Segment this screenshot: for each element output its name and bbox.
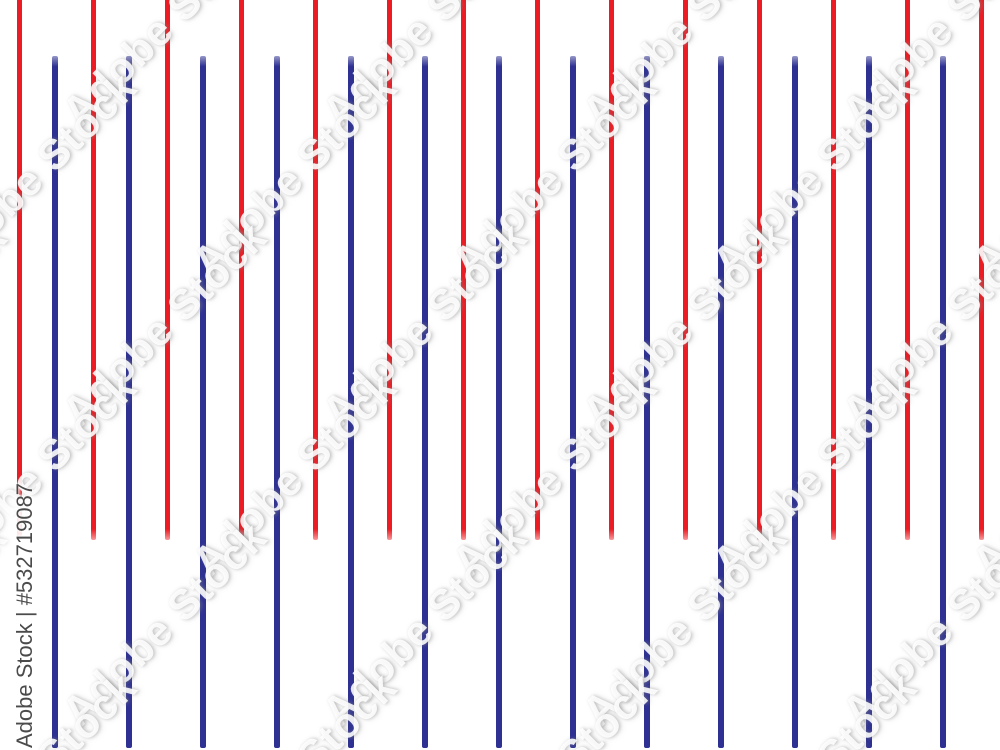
- adobe-stock-watermark-tile: Adobe Stock: [443, 62, 666, 286]
- blue-stripe: [570, 56, 576, 748]
- adobe-stock-watermark-tile: Adobe Stock: [0, 0, 16, 136]
- blue-stripe: [126, 56, 132, 748]
- adobe-stock-watermark-tile: Adobe Stock: [443, 362, 666, 586]
- red-stripe: [683, 0, 688, 540]
- adobe-stock-watermark-tile: Adobe Stock: [833, 212, 1000, 436]
- red-stripe: [91, 0, 96, 540]
- adobe-stock-watermark-tile: Adobe Stock: [573, 512, 796, 736]
- adobe-stock-watermark-tile: Adobe Stock: [53, 512, 276, 736]
- adobe-stock-watermark-tile: Adobe Stock: [703, 663, 926, 750]
- blue-stripe: [718, 56, 724, 748]
- blue-stripe: [644, 56, 650, 748]
- blue-stripe: [200, 56, 206, 748]
- blue-stripe: [52, 56, 58, 748]
- adobe-stock-watermark-tile: Adobe Stock: [963, 663, 1000, 750]
- red-stripe: [757, 0, 762, 540]
- red-stripe: [165, 0, 170, 540]
- blue-stripe: [940, 56, 946, 748]
- red-stripe: [609, 0, 614, 540]
- red-stripe: [313, 0, 318, 540]
- red-stripe: [905, 0, 910, 540]
- adobe-stock-watermark-tile: Adobe Stock: [703, 62, 926, 286]
- blue-stripe: [274, 56, 280, 748]
- adobe-stock-watermark-tile: Adobe Stock: [0, 212, 16, 436]
- adobe-stock-watermark-tile: Adobe Stock: [183, 362, 406, 586]
- adobe-stock-watermark-tile: Adobe Stock: [183, 663, 406, 750]
- blue-stripe: [422, 56, 428, 748]
- adobe-stock-watermark-tile: Adobe Stock: [833, 512, 1000, 736]
- blue-stripe: [348, 56, 354, 748]
- red-stripe: [239, 0, 244, 540]
- red-stripe: [979, 0, 984, 540]
- red-stripe: [535, 0, 540, 540]
- blue-stripe: [866, 56, 872, 748]
- blue-stripe: [792, 56, 798, 748]
- adobe-stock-watermark-tile: Adobe Stock: [703, 362, 926, 586]
- stock-id-watermark: Adobe Stock | #532719087: [12, 482, 37, 748]
- adobe-stock-watermark-tile: Adobe Stock: [443, 663, 666, 750]
- red-stripe: [17, 0, 22, 540]
- red-stripe: [461, 0, 466, 540]
- red-stripe: [387, 0, 392, 540]
- blue-stripe: [496, 56, 502, 748]
- adobe-stock-watermark-tile: Adobe Stock: [833, 0, 1000, 136]
- red-stripe: [831, 0, 836, 540]
- watermark-glow: [4, 498, 38, 750]
- adobe-stock-watermark-tile: Adobe Stock: [183, 62, 406, 286]
